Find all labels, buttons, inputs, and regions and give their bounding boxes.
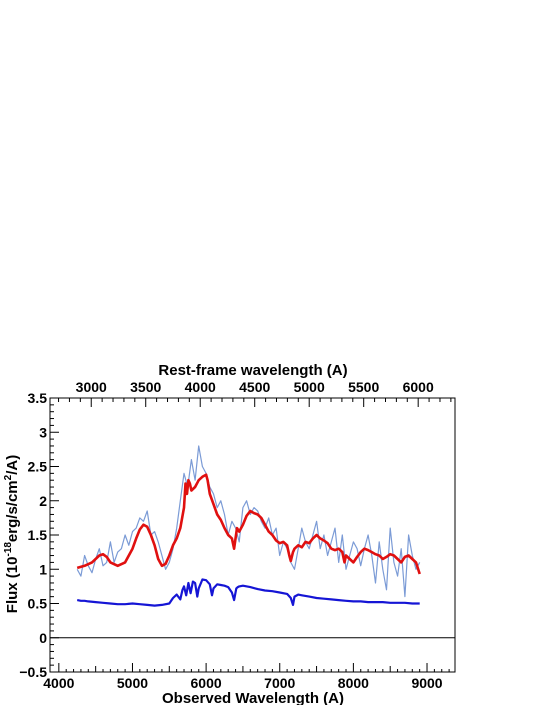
y-tick-label-4: 1.5 — [28, 527, 48, 543]
top-tick-label-3000: 3000 — [76, 379, 107, 395]
x-tick-label-4000: 4000 — [43, 675, 74, 691]
plot-frame — [49, 397, 456, 673]
axes-layer: 4000 5000 6000 7000 8000 9000 −0.5 0 0.5 1 1.5 2 2.5… — [19, 379, 456, 691]
top-tick-label-3500: 3500 — [130, 379, 161, 395]
top-tick-label-5000: 5000 — [294, 379, 325, 395]
top-tick-label-5500: 5500 — [348, 379, 379, 395]
top-tick-label-6000: 6000 — [403, 379, 434, 395]
y-tick-label-3: 1 — [39, 561, 47, 577]
y-axis-title-part2: erg/s/cm — [4, 480, 21, 542]
x-axis-title: Observed Wavelength (A) — [162, 690, 344, 705]
top-tick-label-4500: 4500 — [239, 379, 270, 395]
series-line-1 — [76, 445, 421, 598]
x-tick-label-6000: 6000 — [191, 675, 222, 691]
y-axis-title: Flux (10-18erg/s/cm2/A) — [3, 455, 21, 613]
x-tick-label-5000: 5000 — [117, 675, 148, 691]
y-tick-label-2: 0.5 — [28, 596, 48, 612]
series-line-3 — [76, 578, 420, 607]
y-axis-title-exp2: 2 — [3, 474, 14, 480]
series-line-2 — [76, 473, 421, 575]
y-axis-title-part3: /A) — [4, 455, 21, 475]
x-tick-label-8000: 8000 — [338, 675, 369, 691]
series-layer — [76, 445, 421, 607]
y-tick-label-1: 0 — [39, 630, 47, 646]
y-tick-label-7: 3 — [39, 424, 47, 440]
top-tick-label-4000: 4000 — [185, 379, 216, 395]
y-axis-title-part1: Flux (10 — [4, 557, 21, 614]
y-tick-label-8: 3.5 — [28, 390, 48, 406]
y-tick-label-6: 2.5 — [28, 459, 48, 475]
y-axis-title-exp1: -18 — [3, 542, 14, 557]
x-tick-label-7000: 7000 — [264, 675, 295, 691]
y-tick-label-0: −0.5 — [19, 664, 47, 680]
x-tick-label-9000: 9000 — [411, 675, 442, 691]
top-axis-title: Rest-frame wavelength (A) — [158, 362, 347, 379]
y-tick-label-5: 2 — [39, 493, 47, 509]
